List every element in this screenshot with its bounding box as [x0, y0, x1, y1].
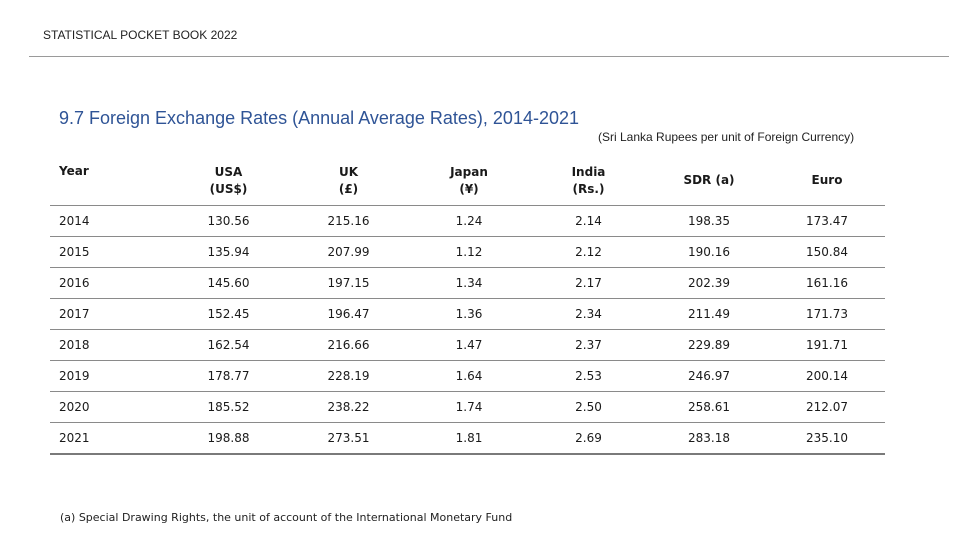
table-row: 2018 162.54 216.66 1.47 2.37 229.89 191.…	[50, 329, 885, 361]
cell-india: 2.34	[528, 298, 649, 330]
cell-usa: 185.52	[170, 391, 287, 423]
cell-euro: 200.14	[769, 360, 885, 392]
footnote: (a) Special Drawing Rights, the unit of …	[60, 511, 513, 524]
cell-euro: 212.07	[769, 391, 885, 423]
cell-year: 2018	[50, 329, 170, 361]
cell-sdr: 190.16	[649, 236, 769, 268]
cell-usa: 135.94	[170, 236, 287, 268]
cell-uk: 273.51	[287, 422, 410, 455]
cell-sdr: 229.89	[649, 329, 769, 361]
cell-euro: 173.47	[769, 205, 885, 237]
cell-sdr: 198.35	[649, 205, 769, 237]
cell-japan: 1.24	[410, 205, 528, 237]
cell-usa: 162.54	[170, 329, 287, 361]
column-header-usa: USA (US$)	[170, 156, 287, 206]
running-header: STATISTICAL POCKET BOOK 2022	[43, 28, 238, 42]
column-header-euro: Euro	[769, 156, 885, 206]
exchange-rates-table: Year USA (US$) UK (£) Japan (¥) India (R…	[50, 156, 885, 455]
cell-sdr: 211.49	[649, 298, 769, 330]
cell-uk: 196.47	[287, 298, 410, 330]
table-row: 2021 198.88 273.51 1.81 2.69 283.18 235.…	[50, 422, 885, 455]
cell-euro: 191.71	[769, 329, 885, 361]
cell-uk: 228.19	[287, 360, 410, 392]
cell-usa: 130.56	[170, 205, 287, 237]
cell-india: 2.53	[528, 360, 649, 392]
cell-usa: 145.60	[170, 267, 287, 299]
cell-year: 2021	[50, 422, 170, 455]
cell-sdr: 246.97	[649, 360, 769, 392]
cell-uk: 238.22	[287, 391, 410, 423]
cell-india: 2.17	[528, 267, 649, 299]
cell-japan: 1.34	[410, 267, 528, 299]
column-header-india: India (Rs.)	[528, 156, 649, 206]
cell-india: 2.14	[528, 205, 649, 237]
cell-india: 2.37	[528, 329, 649, 361]
column-header-japan: Japan (¥)	[410, 156, 528, 206]
cell-japan: 1.47	[410, 329, 528, 361]
cell-euro: 161.16	[769, 267, 885, 299]
cell-year: 2017	[50, 298, 170, 330]
cell-year: 2020	[50, 391, 170, 423]
cell-usa: 198.88	[170, 422, 287, 455]
cell-india: 2.12	[528, 236, 649, 268]
cell-uk: 215.16	[287, 205, 410, 237]
table-row: 2014 130.56 215.16 1.24 2.14 198.35 173.…	[50, 205, 885, 237]
table-row: 2019 178.77 228.19 1.64 2.53 246.97 200.…	[50, 360, 885, 392]
table-row: 2015 135.94 207.99 1.12 2.12 190.16 150.…	[50, 236, 885, 268]
table-row: 2020 185.52 238.22 1.74 2.50 258.61 212.…	[50, 391, 885, 423]
cell-japan: 1.36	[410, 298, 528, 330]
cell-uk: 197.15	[287, 267, 410, 299]
cell-japan: 1.12	[410, 236, 528, 268]
cell-uk: 216.66	[287, 329, 410, 361]
cell-year: 2019	[50, 360, 170, 392]
table-row: 2017 152.45 196.47 1.36 2.34 211.49 171.…	[50, 298, 885, 330]
column-header-sdr: SDR (a)	[649, 156, 769, 206]
cell-sdr: 258.61	[649, 391, 769, 423]
header-divider	[29, 56, 949, 57]
cell-year: 2014	[50, 205, 170, 237]
table-title: 9.7 Foreign Exchange Rates (Annual Avera…	[59, 108, 580, 128]
cell-india: 2.69	[528, 422, 649, 455]
cell-uk: 207.99	[287, 236, 410, 268]
column-header-uk: UK (£)	[287, 156, 410, 206]
column-header-year: Year	[50, 156, 170, 206]
cell-india: 2.50	[528, 391, 649, 423]
cell-euro: 150.84	[769, 236, 885, 268]
cell-sdr: 202.39	[649, 267, 769, 299]
cell-usa: 178.77	[170, 360, 287, 392]
cell-euro: 171.73	[769, 298, 885, 330]
cell-japan: 1.81	[410, 422, 528, 455]
table-header-row: Year USA (US$) UK (£) Japan (¥) India (R…	[50, 156, 885, 206]
table-row: 2016 145.60 197.15 1.34 2.17 202.39 161.…	[50, 267, 885, 299]
cell-euro: 235.10	[769, 422, 885, 455]
cell-year: 2015	[50, 236, 170, 268]
cell-sdr: 283.18	[649, 422, 769, 455]
units-note: (Sri Lanka Rupees per unit of Foreign Cu…	[598, 130, 855, 144]
cell-japan: 1.64	[410, 360, 528, 392]
cell-year: 2016	[50, 267, 170, 299]
cell-japan: 1.74	[410, 391, 528, 423]
cell-usa: 152.45	[170, 298, 287, 330]
